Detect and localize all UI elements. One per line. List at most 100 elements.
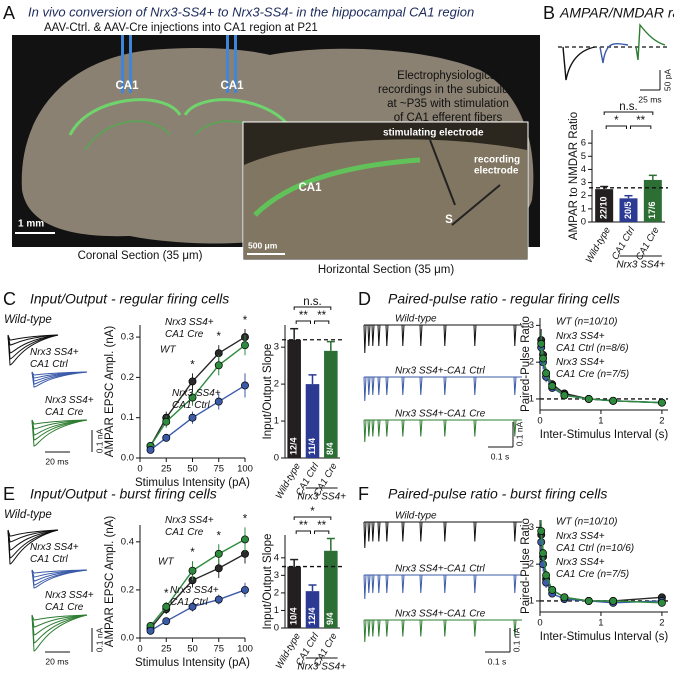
point (584, 395, 593, 403)
chart-title: Input/Output - regular firing cells (30, 291, 229, 307)
trace (7, 529, 59, 565)
trace-label: Nrx3 SS4+-CA1 Ctrl (395, 564, 486, 575)
chart-title: Input/Output - burst firing cells (30, 486, 217, 502)
legend-label: Nrx3 SS4+ CA1 Cre (n=7/5) (556, 557, 629, 580)
bar (643, 179, 662, 222)
significance-bracket (630, 125, 652, 129)
x-tick-label: 1 (598, 618, 603, 629)
scale-label: 0.1 nA (514, 421, 524, 446)
scale-label: 1 mm (18, 219, 44, 230)
bar (287, 339, 301, 458)
y-tick-label: 1 (274, 605, 279, 616)
point (214, 397, 223, 406)
y-tick-label: 0.4 (121, 536, 134, 547)
point (188, 377, 197, 386)
bar (619, 198, 638, 222)
trace (363, 619, 522, 643)
legend-label: Nrx3 SS4+ CA1 Ctrl (n=8/6) (556, 331, 629, 354)
point (548, 585, 557, 594)
point (548, 382, 557, 391)
annotation: of CA1 efferent fibers (394, 112, 503, 124)
y-tick-label: 1 (529, 393, 534, 404)
trace (7, 529, 59, 543)
significance-bracket (293, 516, 332, 520)
subtitle: AAV-Ctrl. & AAV-Cre injections into CA1 … (44, 22, 318, 34)
group-label: Nrx3 SS4+ (297, 662, 346, 673)
scale-label: 0.1 nA (511, 627, 521, 652)
significance-label: * (190, 359, 195, 371)
point (214, 595, 223, 604)
y-tick-label: 1 (529, 595, 534, 606)
point (609, 396, 618, 405)
y-tick-label: 2 (274, 587, 279, 598)
significance-label: * (310, 506, 315, 518)
panel-letter: B (543, 3, 555, 23)
annotation: Electrophysiological (397, 70, 499, 82)
x-tick-label: 0 (537, 416, 542, 427)
trace (31, 419, 88, 430)
panel-letter: C (3, 289, 16, 309)
region-label: S (445, 214, 453, 226)
scale-label: 50 pA (662, 69, 672, 92)
x-tick-label: 2 (659, 618, 664, 629)
group-label: Nrx3 SS4+ (616, 260, 665, 271)
x-axis-label: Stimulus Intensity (pA) (135, 657, 250, 669)
trace (31, 419, 88, 425)
y-tick-label: 0.3 (121, 332, 134, 343)
y-axis-label: Input/Output Slope (262, 344, 274, 440)
panel-letter: E (3, 484, 15, 504)
y-tick-label: 1 (581, 203, 586, 214)
point (214, 549, 223, 558)
point (537, 339, 546, 348)
n-label: 17/6 (647, 201, 657, 219)
trace (363, 324, 522, 354)
significance-bracket (603, 111, 654, 115)
trace (7, 334, 59, 366)
trace (31, 614, 88, 652)
significance-label: ** (636, 115, 645, 127)
scale-label: 20 ms (45, 656, 68, 666)
x-tick-label: 25 (161, 464, 172, 475)
x-tick-label: 100 (237, 644, 253, 655)
caption: Horizontal Section (35 μm) (318, 264, 455, 276)
point (146, 445, 155, 454)
trace (363, 574, 522, 600)
bar (324, 350, 338, 458)
series-label: Nrx3 SS4+ CA1 Ctrl (172, 388, 223, 411)
significance-bracket (605, 125, 627, 129)
point (584, 597, 593, 605)
significance-label: n.s. (619, 101, 638, 113)
trace (635, 23, 666, 61)
y-tick-label: 0.0 (121, 633, 134, 644)
point (188, 393, 197, 402)
series-label: Nrx3 SS4+ CA1 Cre (165, 515, 216, 538)
annotation: recordings in the subiculum (378, 84, 518, 96)
x-tick-label: 25 (161, 644, 172, 655)
chart-title: Paired-pulse ratio - regular firing cell… (388, 291, 620, 307)
scale-label: 0.1 s (488, 656, 506, 666)
point (542, 571, 551, 580)
bar (305, 384, 320, 458)
y-tick-label: 3 (274, 342, 279, 353)
point (188, 413, 197, 422)
x-tick-label: 75 (213, 464, 224, 475)
scale-label: 500 μm (248, 240, 278, 250)
significance-label: * (164, 588, 169, 600)
trace-label: Nrx3 SS4+ CA1 Ctrl (30, 347, 81, 370)
x-tick-label: 2 (659, 416, 664, 427)
trace (562, 46, 596, 81)
trace (7, 529, 59, 537)
y-axis-label: AMPAR to NMDAR Ratio (568, 112, 580, 240)
point (162, 617, 171, 626)
n-label: 9/4 (325, 612, 335, 625)
point (609, 597, 618, 605)
series-label: Nrx3 SS4+ CA1 Cre (165, 317, 216, 340)
annotation: electrode (474, 166, 519, 177)
point (241, 381, 249, 390)
y-axis-label: Input/Output Slope (262, 534, 274, 630)
significance-label: ** (299, 310, 308, 322)
significance-bracket (295, 320, 311, 324)
x-tick-label: 50 (187, 464, 198, 475)
x-tick-label: 0 (537, 618, 542, 629)
